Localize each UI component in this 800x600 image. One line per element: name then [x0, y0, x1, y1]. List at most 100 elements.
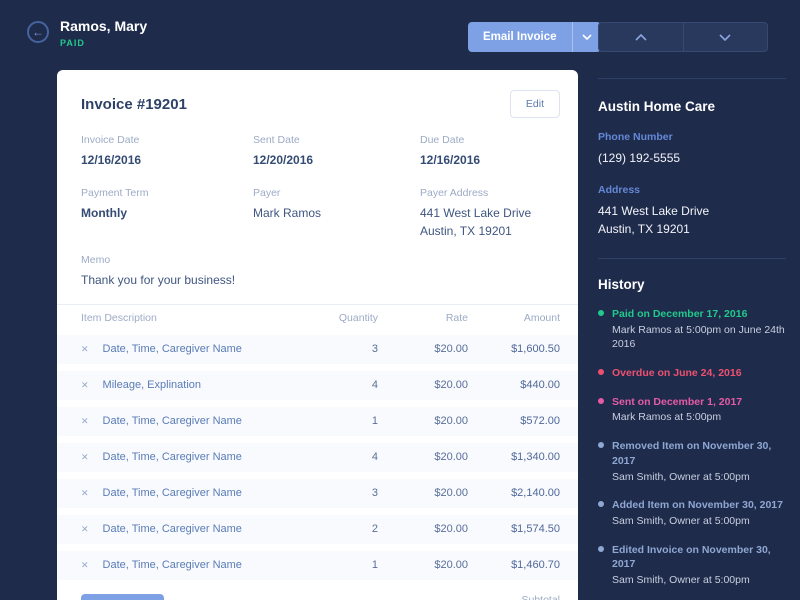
- history-title: History: [598, 277, 645, 292]
- company-name: Austin Home Care: [598, 99, 716, 114]
- event-title: Sent on December 1, 2017: [612, 395, 743, 408]
- subtotal-label: Subtotal: [521, 593, 560, 600]
- event-subtitle: Mark Ramos at 5:00pm: [612, 411, 722, 424]
- event-bullet: [598, 369, 604, 376]
- item-quantity: 1: [371, 559, 378, 572]
- remove-item-icon[interactable]: ✕: [81, 415, 89, 426]
- event-bullet: [598, 310, 604, 316]
- table-row: ✕ Date, Time, Caregiver Name 2 $20.00 $1,…: [57, 514, 578, 544]
- payment-term-value: Monthly: [81, 206, 127, 221]
- due-date-value: 12/16/2016: [420, 153, 481, 167]
- history-event: Added Item on November 30, 2017 Sam Smit…: [598, 498, 786, 528]
- event-subtitle: Sam Smith, Owner at 5:00pm: [612, 514, 750, 527]
- item-amount: $1,574.50: [511, 523, 560, 536]
- email-invoice-dropdown-button[interactable]: [571, 22, 601, 52]
- item-description: Date, Time, Caregiver Name: [102, 415, 242, 428]
- header-rate: Rate: [445, 312, 468, 325]
- remove-item-icon[interactable]: ✕: [81, 487, 89, 498]
- item-rate: $20.00: [434, 487, 468, 500]
- invoice-title: Invoice #19201: [81, 95, 187, 113]
- chevron-down-icon: [581, 34, 592, 40]
- item-rate: $20.00: [434, 523, 468, 536]
- table-header-row: Item Description Quantity Rate Amount: [57, 303, 578, 332]
- header-amount: Amount: [523, 312, 560, 325]
- item-description: Date, Time, Caregiver Name: [102, 523, 242, 536]
- remove-item-icon[interactable]: ✕: [81, 559, 89, 570]
- invoice-date-value: 12/16/2016: [81, 153, 142, 167]
- history-event: Edited Invoice on November 30, 2017 Sam …: [598, 543, 786, 588]
- address-value: 441 West Lake Drive Austin, TX 19201: [598, 204, 710, 236]
- sidebar-divider: [598, 258, 786, 259]
- history-event: Removed Item on November 30, 2017 Sam Sm…: [598, 439, 786, 484]
- remove-item-icon[interactable]: ✕: [81, 379, 89, 390]
- line-items-table: Item Description Quantity Rate Amount ✕ D…: [57, 303, 578, 580]
- payer-label: Payer: [253, 187, 281, 200]
- payment-term-field: Payment Term Monthly: [81, 187, 253, 240]
- status-badge: PAID: [60, 38, 85, 48]
- event-bullet: [598, 442, 604, 449]
- remove-item-icon[interactable]: ✕: [81, 343, 89, 354]
- email-invoice-split-button: Email Invoice: [468, 22, 601, 52]
- email-invoice-button[interactable]: Email Invoice: [468, 22, 572, 52]
- invoice-pager: [598, 22, 768, 52]
- sent-date-label: Sent Date: [253, 134, 300, 146]
- header-item-description: Item Description: [81, 312, 157, 325]
- event-bullet: [598, 501, 604, 508]
- memo-value: Thank you for your business!: [81, 273, 236, 288]
- back-button[interactable]: ←: [27, 21, 49, 43]
- sent-date-field: Sent Date 12/20/2016: [253, 134, 420, 169]
- item-amount: $440.00: [520, 379, 560, 392]
- item-quantity: 2: [371, 523, 378, 536]
- item-description: Mileage, Explination: [102, 379, 201, 392]
- table-row: ✕ Date, Time, Caregiver Name 4 $20.00 $1,…: [57, 442, 578, 472]
- item-rate: $20.00: [434, 343, 468, 356]
- payer-address-value: 441 West Lake Drive Austin, TX 19201: [420, 206, 532, 238]
- memo-field: Memo Thank you for your business!: [81, 254, 560, 289]
- item-quantity: 1: [371, 415, 378, 428]
- remove-item-icon[interactable]: ✕: [81, 523, 89, 534]
- event-title: Edited Invoice on November 30, 2017: [612, 543, 771, 571]
- due-date-label: Due Date: [420, 134, 465, 146]
- prev-invoice-button[interactable]: [599, 23, 683, 51]
- invoice-date-field: Invoice Date 12/16/2016: [81, 134, 253, 169]
- item-description: Date, Time, Caregiver Name: [102, 343, 242, 356]
- item-amount: $1,600.50: [511, 343, 560, 356]
- item-description: Date, Time, Caregiver Name: [102, 487, 242, 500]
- remove-item-icon[interactable]: ✕: [81, 451, 89, 462]
- event-subtitle: Sam Smith, Owner at 5:00pm: [612, 573, 750, 586]
- history-event: Sent on December 1, 2017 Mark Ramos at 5…: [598, 395, 786, 425]
- info-sidebar: Austin Home Care Phone Number (129) 192-…: [598, 78, 786, 600]
- item-rate: $20.00: [434, 451, 468, 464]
- totals-block: Subtotal $4,000.01 Invoice Total: [471, 594, 560, 600]
- memo-label: Memo: [81, 254, 111, 267]
- page-title: Ramos, Mary: [60, 18, 148, 34]
- item-quantity: 3: [371, 487, 378, 500]
- item-amount: $1,460.70: [511, 559, 560, 572]
- table-row: ✕ Date, Time, Caregiver Name 3 $20.00 $1,…: [57, 334, 578, 364]
- add-item-button[interactable]: Add Item: [81, 593, 165, 600]
- payer-address-field: Payer Address 441 West Lake Drive Austin…: [420, 187, 560, 240]
- payer-address-label: Payer Address: [420, 187, 489, 200]
- payer-value: Mark Ramos: [253, 206, 322, 221]
- header-quantity: Quantity: [338, 312, 378, 325]
- event-title: Added Item on November 30, 2017: [612, 499, 783, 512]
- event-title: Paid on December 17, 2016: [612, 308, 748, 320]
- payment-term-label: Payment Term: [81, 187, 149, 200]
- sent-date-value: 12/20/2016: [253, 153, 314, 167]
- item-rate: $20.00: [434, 415, 468, 428]
- next-invoice-button[interactable]: [682, 23, 768, 51]
- item-quantity: 3: [371, 343, 378, 356]
- phone-label: Phone Number: [598, 131, 673, 143]
- edit-button[interactable]: Edit: [509, 90, 560, 118]
- due-date-field: Due Date 12/16/2016: [420, 134, 560, 169]
- invoice-date-label: Invoice Date: [81, 134, 140, 146]
- event-subtitle: Mark Ramos at 5:00pm on June 24th 2016: [612, 323, 785, 351]
- history-event: Paid on December 17, 2016 Mark Ramos at …: [598, 307, 786, 352]
- event-subtitle: Sam Smith, Owner at 5:00pm: [612, 470, 750, 483]
- event-title: Overdue on June 24, 2016: [612, 367, 742, 380]
- payer-field: Payer Mark Ramos: [253, 187, 420, 240]
- address-label: Address: [598, 184, 641, 196]
- history-event: Overdue on June 24, 2016: [598, 366, 786, 381]
- item-amount: $1,340.00: [511, 451, 560, 464]
- item-rate: $20.00: [434, 379, 468, 392]
